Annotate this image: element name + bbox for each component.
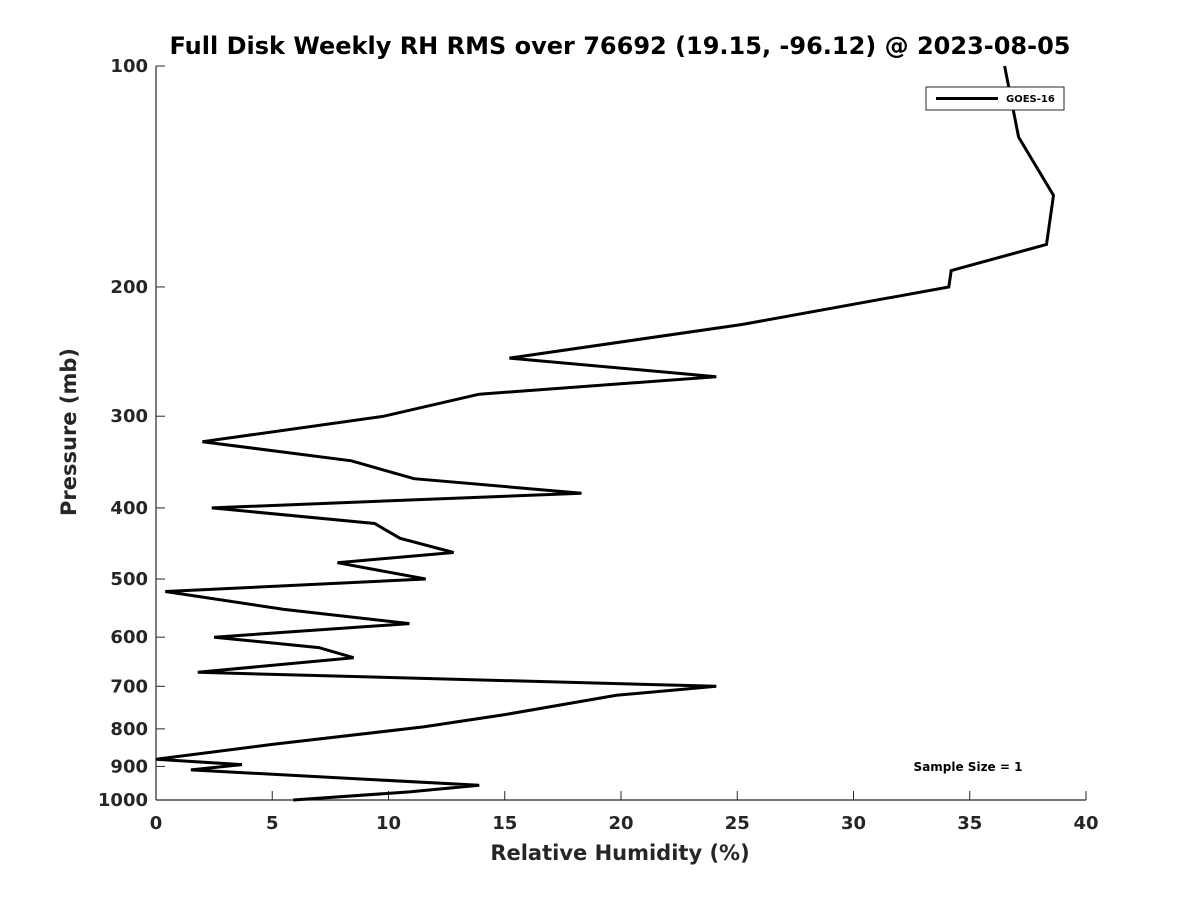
x-tick-label: 10 [376, 813, 401, 834]
legend: GOES-16 [925, 86, 1065, 111]
x-tick-label: 0 [150, 813, 163, 834]
y-tick-label: 700 [110, 676, 148, 697]
axes: 0 5 10 15 20 25 30 35 40 100 200 300 400 500 600 700 800… [98, 56, 1099, 834]
x-tick-label: 30 [841, 813, 866, 834]
y-tick-label: 300 [110, 406, 148, 427]
x-axis-label: Relative Humidity (%) [490, 841, 749, 865]
x-tick-label: 20 [608, 813, 633, 834]
y-tick-label: 500 [110, 569, 148, 590]
series-line-goes-16 [155, 65, 1056, 802]
y-tick-label: 200 [110, 277, 148, 298]
chart-title: Full Disk Weekly RH RMS over 76692 (19.1… [169, 32, 1070, 60]
x-tick-label: 35 [957, 813, 982, 834]
x-tick-label: 25 [725, 813, 750, 834]
y-axis-label: Pressure (mb) [57, 348, 81, 516]
y-tick-label: 600 [110, 627, 148, 648]
x-tick-label: 15 [492, 813, 517, 834]
series-layer [155, 65, 1056, 802]
y-tick-label: 900 [110, 756, 148, 777]
x-tick-label: 5 [266, 813, 279, 834]
y-tick-label: 800 [110, 719, 148, 740]
sample-size-annotation: Sample Size = 1 [914, 760, 1023, 774]
y-tick-label: 1000 [98, 790, 148, 811]
x-tick-label: 40 [1073, 813, 1098, 834]
legend-label-goes16: GOES-16 [1006, 94, 1055, 105]
y-tick-label: 400 [110, 498, 148, 519]
y-tick-label: 100 [110, 56, 148, 77]
